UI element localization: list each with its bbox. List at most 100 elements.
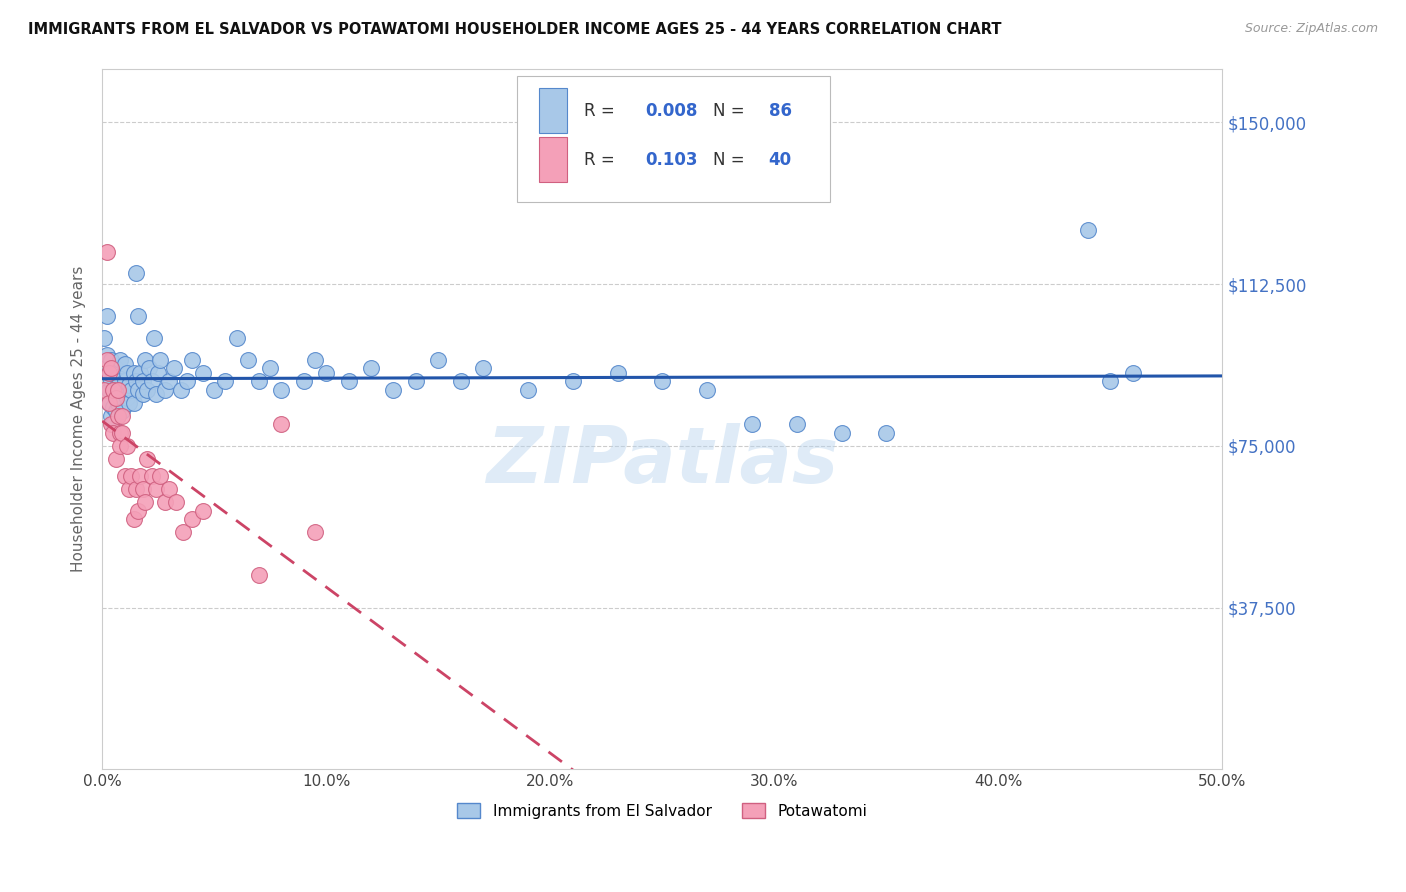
Point	[131, 482, 153, 496]
Point	[191, 366, 214, 380]
Point	[114, 469, 136, 483]
Point	[107, 378, 129, 392]
Point	[741, 417, 763, 432]
Text: ZIPatlas: ZIPatlas	[486, 423, 838, 499]
Point	[1122, 366, 1144, 380]
Point	[138, 361, 160, 376]
Point	[122, 396, 145, 410]
Legend: Immigrants from El Salvador, Potawatomi: Immigrants from El Salvador, Potawatomi	[451, 797, 873, 825]
Point	[450, 374, 472, 388]
Point	[127, 503, 149, 517]
Text: IMMIGRANTS FROM EL SALVADOR VS POTAWATOMI HOUSEHOLDER INCOME AGES 25 - 44 YEARS : IMMIGRANTS FROM EL SALVADOR VS POTAWATOM…	[28, 22, 1001, 37]
Point	[118, 396, 141, 410]
Text: 0.008: 0.008	[645, 102, 697, 120]
Point	[115, 366, 138, 380]
Point	[108, 374, 131, 388]
Point	[125, 266, 148, 280]
Point	[131, 374, 153, 388]
Text: N =: N =	[713, 102, 749, 120]
Point	[107, 409, 129, 423]
Point	[107, 383, 129, 397]
Text: 40: 40	[769, 151, 792, 169]
Point	[1099, 374, 1122, 388]
Point	[108, 425, 131, 440]
Point	[118, 378, 141, 392]
Point	[120, 469, 142, 483]
Point	[134, 495, 156, 509]
Point	[100, 417, 122, 432]
Point	[96, 352, 118, 367]
Point	[97, 396, 120, 410]
Point	[127, 310, 149, 324]
Point	[115, 392, 138, 406]
Point	[270, 383, 292, 397]
Point	[149, 352, 172, 367]
Point	[129, 469, 152, 483]
Point	[114, 387, 136, 401]
Point	[103, 383, 125, 397]
Point	[107, 396, 129, 410]
Point	[304, 352, 326, 367]
Text: N =: N =	[713, 151, 749, 169]
Point	[561, 374, 583, 388]
Point	[214, 374, 236, 388]
Point	[145, 482, 167, 496]
Point	[100, 409, 122, 423]
Point	[103, 417, 125, 432]
Point	[141, 469, 163, 483]
Point	[382, 383, 405, 397]
FancyBboxPatch shape	[538, 136, 567, 182]
Point	[96, 348, 118, 362]
Point	[100, 352, 122, 367]
Point	[875, 425, 897, 440]
Point	[114, 374, 136, 388]
Point	[292, 374, 315, 388]
Point	[472, 361, 495, 376]
Point	[148, 366, 170, 380]
Point	[141, 374, 163, 388]
Point	[100, 361, 122, 376]
Point	[236, 352, 259, 367]
Point	[96, 244, 118, 259]
Point	[104, 387, 127, 401]
Point	[111, 409, 134, 423]
Point	[142, 331, 165, 345]
Point	[93, 331, 115, 345]
Point	[1077, 223, 1099, 237]
Point	[159, 482, 181, 496]
Point	[270, 417, 292, 432]
Point	[247, 374, 270, 388]
Point	[108, 352, 131, 367]
Point	[97, 366, 120, 380]
Point	[103, 366, 125, 380]
Point	[606, 366, 628, 380]
Point	[111, 404, 134, 418]
FancyBboxPatch shape	[516, 76, 831, 202]
Text: 0.103: 0.103	[645, 151, 697, 169]
Point	[427, 352, 450, 367]
Point	[103, 400, 125, 414]
Point	[259, 361, 281, 376]
Point	[696, 383, 718, 397]
Point	[107, 383, 129, 397]
Point	[104, 361, 127, 376]
Point	[136, 383, 159, 397]
Point	[104, 404, 127, 418]
Text: Source: ZipAtlas.com: Source: ZipAtlas.com	[1244, 22, 1378, 36]
Text: 86: 86	[769, 102, 792, 120]
Y-axis label: Householder Income Ages 25 - 44 years: Householder Income Ages 25 - 44 years	[72, 266, 86, 572]
Point	[111, 425, 134, 440]
Point	[136, 451, 159, 466]
Text: R =: R =	[583, 102, 620, 120]
Point	[337, 374, 360, 388]
Point	[169, 383, 191, 397]
Point	[103, 383, 125, 397]
Point	[108, 439, 131, 453]
Point	[172, 525, 194, 540]
Point	[153, 383, 176, 397]
Point	[115, 439, 138, 453]
Point	[97, 366, 120, 380]
Point	[104, 451, 127, 466]
Point	[159, 374, 181, 388]
FancyBboxPatch shape	[538, 87, 567, 133]
